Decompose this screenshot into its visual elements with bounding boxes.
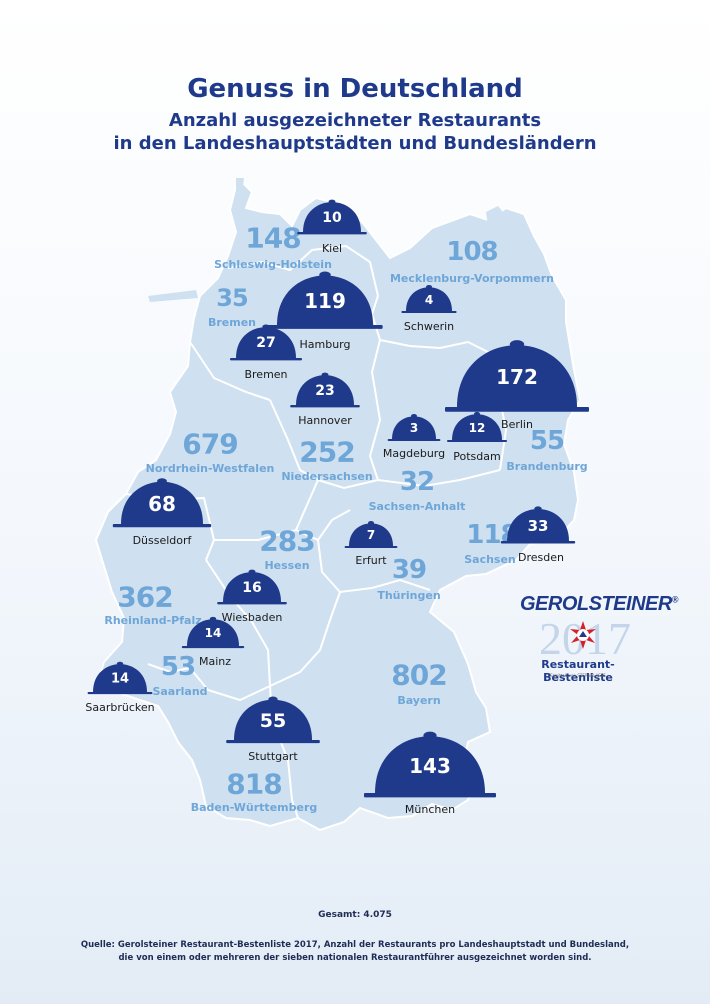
island-north-west <box>148 290 198 302</box>
brand-subtitle: Ermittelt von STERNKLASSE <box>550 673 606 678</box>
state-count-mecklenburg-vorpommern: 108 <box>446 237 498 267</box>
city-label: Wiesbaden <box>221 611 283 624</box>
cloche-count: 10 <box>322 209 342 226</box>
cloche-icon <box>387 414 441 441</box>
city-label: Dresden <box>518 551 564 564</box>
cloche-count: 3 <box>409 421 419 436</box>
cloche-icon <box>217 569 287 605</box>
cloche-icon <box>226 696 320 744</box>
city-label: Potsdam <box>453 450 501 463</box>
gerolsteiner-star-icon <box>570 621 596 649</box>
state-name-thueringen: Thüringen <box>377 589 441 602</box>
cloche-count: 4 <box>424 292 434 307</box>
state-count-thueringen: 39 <box>391 555 427 585</box>
state-name-bayern: Bayern <box>397 694 441 707</box>
state-name-sachsen: Sachsen <box>464 553 516 566</box>
city-label: Düsseldorf <box>132 534 192 547</box>
cloche-count: 16 <box>242 579 262 596</box>
cloche-count: 27 <box>256 335 276 352</box>
city-label: Erfurt <box>355 554 387 567</box>
page-subtitle-line-1: Anzahl ausgezeichneter Restaurants <box>168 110 542 131</box>
brand-name: GEROLSTEINER® <box>520 593 678 615</box>
cloche-icon <box>267 271 383 329</box>
state-count-sachsen-anhalt: 32 <box>399 467 435 497</box>
cloche-count: 7 <box>366 528 376 543</box>
total-count: Gesamt: 4.075 <box>318 910 392 920</box>
city-label: Saarbrücken <box>85 701 155 714</box>
state-count-saarland: 53 <box>160 652 196 682</box>
state-count-hessen: 283 <box>259 524 315 558</box>
city-label: Hannover <box>298 414 352 427</box>
cloche-count: 55 <box>259 709 287 732</box>
city-label: Schwerin <box>403 320 455 333</box>
city-label: Kiel <box>321 242 343 255</box>
state-name-hessen: Hessen <box>264 559 310 572</box>
cloche-count: 68 <box>148 491 176 516</box>
city-label: Hamburg <box>299 338 351 351</box>
cloche-icon <box>230 324 302 361</box>
state-name-saarland: Saarland <box>152 685 208 698</box>
state-name-nordrhein-westfalen: Nordrhein-Westfalen <box>145 462 275 475</box>
cloche-icon <box>364 731 496 798</box>
state-name-niedersachsen: Niedersachsen <box>281 470 373 483</box>
state-count-nordrhein-westfalen: 679 <box>182 427 238 461</box>
source-line-2: die von einem oder mehreren der sieben n… <box>118 953 592 963</box>
cloche-icon <box>290 372 360 408</box>
cloche-icon <box>447 411 507 442</box>
cloche-icon <box>181 616 245 649</box>
state-count-bremen: 35 <box>216 284 248 312</box>
source-line-1: Quelle: Gerolsteiner Restaurant-Bestenli… <box>80 940 630 950</box>
city-label: München <box>404 803 456 816</box>
cloche-count: 14 <box>204 626 222 641</box>
state-name-mecklenburg-vorpommern: Mecklenburg-Vorpommern <box>389 272 555 285</box>
cloche-count: 14 <box>110 671 130 687</box>
state-count-rheinland-pfalz: 362 <box>117 580 173 614</box>
cloche-icon <box>112 478 212 528</box>
state-name-sachsen-anhalt: Sachsen-Anhalt <box>368 500 466 513</box>
brand-title: Restaurant-Bestenliste <box>541 658 615 684</box>
state-name-bremen: Bremen <box>207 316 257 329</box>
state-count-brandenburg: 55 <box>529 426 565 456</box>
page-title: Genuss in Deutschland <box>187 74 523 104</box>
state-count-schleswig-holstein: 148 <box>245 221 301 255</box>
island-north-east <box>486 206 506 228</box>
cloche-icon <box>87 661 153 695</box>
page-subtitle-line-2: in den Landeshauptstädten und Bundesländ… <box>113 133 597 154</box>
state-name-rheinland-pfalz: Rheinland-Pfalz <box>104 614 202 627</box>
state-name-schleswig-holstein: Schleswig-Holstein <box>214 258 332 271</box>
city-label: Bremen <box>244 368 288 381</box>
cloche-count: 143 <box>409 753 451 778</box>
state-count-baden-wuerttemberg: 818 <box>226 767 282 801</box>
island-sylt <box>236 178 244 196</box>
cloche-count: 172 <box>496 365 538 390</box>
city-label: Magdeburg <box>382 447 446 460</box>
cloche-icon <box>401 284 457 313</box>
cloche-icon <box>344 521 398 548</box>
state-count-bayern: 802 <box>391 658 447 692</box>
cloche-count: 12 <box>468 420 486 435</box>
cloche-icon <box>500 506 576 544</box>
cloche-icon <box>297 199 367 235</box>
city-label: Mainz <box>198 655 232 668</box>
cloche-count: 33 <box>527 516 549 535</box>
city-label: Berlin <box>501 418 533 431</box>
state-name-brandenburg: Brandenburg <box>506 460 588 473</box>
cloche-count: 119 <box>304 289 346 314</box>
state-name-baden-wuerttemberg: Baden-Württemberg <box>190 801 318 814</box>
state-count-niedersachsen: 252 <box>299 435 355 469</box>
city-label: Stuttgart <box>248 750 298 763</box>
cloche-icon <box>445 340 589 412</box>
cloche-count: 23 <box>315 382 335 399</box>
